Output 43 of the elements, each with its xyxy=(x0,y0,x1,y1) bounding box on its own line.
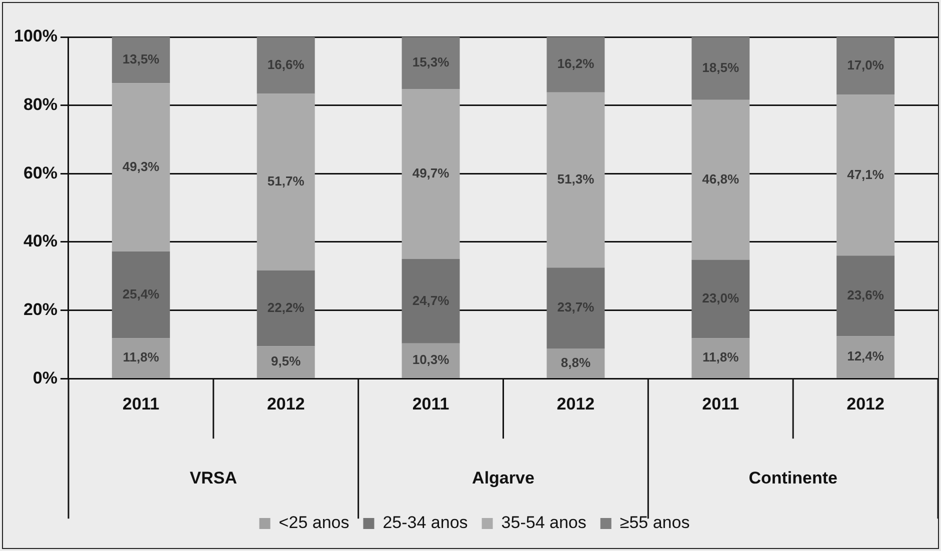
data-label: 49,7% xyxy=(412,166,450,181)
text: VRSA xyxy=(190,468,238,488)
y-tick-label: 20% xyxy=(23,300,58,319)
x-tick-label: 2011 xyxy=(412,394,450,414)
data-label: 16,2% xyxy=(557,56,595,72)
data-label: 46,8% xyxy=(702,171,740,186)
data-label: 11,8% xyxy=(122,350,160,365)
x-tick-label: 2011 xyxy=(122,394,160,414)
data-label: 10,3% xyxy=(412,352,450,368)
x-tick-label: 2012 xyxy=(846,394,884,414)
data-label: 17,0% xyxy=(847,57,884,72)
legend-label: ≥55 anos xyxy=(620,513,690,532)
x-tick-label: 2012 xyxy=(266,394,305,414)
text: Continente xyxy=(748,468,838,488)
data-label: 22,2% xyxy=(267,300,305,315)
y-tick-label: 100% xyxy=(14,26,58,46)
data-label: 49,3% xyxy=(122,158,160,174)
data-label: 23,7% xyxy=(557,300,595,315)
data-label: 8,8% xyxy=(560,354,591,370)
data-label: 15,3% xyxy=(412,54,450,70)
y-tick-label: 60% xyxy=(23,163,58,182)
legend-label: <25 anos xyxy=(278,513,350,532)
data-label: 12,4% xyxy=(847,348,884,364)
data-label: 25,4% xyxy=(122,286,160,302)
legend-label: 25-34 anos xyxy=(382,513,468,532)
data-label: 47,1% xyxy=(847,166,884,182)
data-label: 16,6% xyxy=(267,56,305,72)
y-tick-label: 40% xyxy=(23,232,58,251)
data-label: 11,8% xyxy=(702,350,740,365)
data-label: 13,5% xyxy=(122,52,160,67)
data-label: 51,3% xyxy=(557,172,595,187)
x-tick-label: 2011 xyxy=(702,394,740,414)
text: Algarve xyxy=(472,468,534,488)
x-tick-label: 2012 xyxy=(556,394,595,414)
data-label: 23,6% xyxy=(847,288,884,303)
y-tick-label: 80% xyxy=(23,95,58,114)
y-tick-label: 0% xyxy=(32,368,58,388)
data-label: 24,7% xyxy=(412,292,450,308)
legend-label: 35-54 anos xyxy=(501,513,586,532)
data-label: 23,0% xyxy=(702,290,740,306)
data-label: 9,5% xyxy=(271,354,302,369)
data-label: 51,7% xyxy=(267,174,305,189)
data-label: 18,5% xyxy=(702,60,740,75)
